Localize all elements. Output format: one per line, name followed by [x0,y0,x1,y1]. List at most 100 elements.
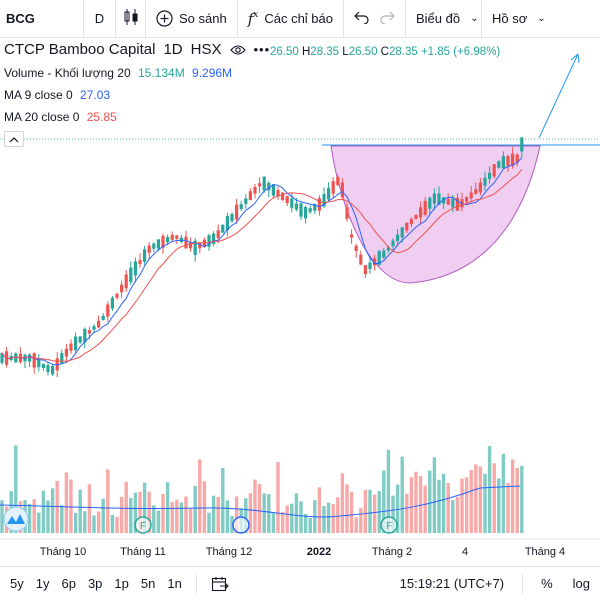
interval-button[interactable]: D [84,0,116,38]
volume-bar [119,496,124,533]
volume-bar [290,503,294,533]
volume-bar [446,483,450,533]
range-1m-button[interactable]: 1p [114,576,129,591]
calendar-goto-icon[interactable] [205,576,235,592]
candle-body [363,265,367,275]
tradingview-logo-icon[interactable] [3,506,29,532]
low-label: L [342,46,349,58]
bottom-toolbar: 5y 1y 6p 3p 1p 5n 1n 15:19:21 (UTC+7) % … [0,566,600,600]
time-label: 2022 [306,546,332,558]
volume-bar [391,495,395,533]
candle-body [129,267,133,283]
candle-body [350,234,354,238]
chart-type-button[interactable] [116,0,146,38]
ma20-legend[interactable]: MA 20 close 0 25.85 [4,110,117,124]
event-marker [232,516,250,534]
volume-ma-value: 9.296M [192,66,233,80]
volume-bar [147,491,151,533]
layout-dropdown[interactable]: Biểu đồ ⌄ [406,0,482,38]
candle-body [83,328,87,343]
volume-bar [386,449,391,533]
change-value: +1.85 (+6.98%) [420,46,501,58]
time-label: Tháng 11 [120,546,166,558]
candle-body [465,197,469,202]
volume-legend[interactable]: Volume - Khối lượng 20 15.134M 9.296M [4,66,232,80]
candle-body [51,366,55,375]
clock-timezone[interactable]: 15:19:21 (UTC+7) [399,576,505,591]
volume-bar [211,495,216,533]
volume-bar [193,485,197,533]
undo-icon[interactable] [354,10,370,27]
candle-body [501,156,505,169]
range-3m-button[interactable]: 3p [87,576,103,591]
time-label: Tháng 10 [39,546,87,558]
candle-body [193,240,197,256]
candle-body [423,200,427,215]
volume-bar [271,513,276,533]
eye-icon[interactable] [229,44,246,56]
range-5y-button[interactable]: 5y [10,576,24,591]
candles-icon [123,8,139,29]
volume-label: Volume - Khối lượng 20 [4,66,131,80]
volume-bar [359,507,363,533]
volume-bar [37,512,41,533]
candle-body [143,249,147,262]
candle-body [437,193,441,205]
candle-body [28,354,32,362]
volume-bar [483,473,487,533]
volume-bar [515,468,519,533]
template-dropdown[interactable]: Hồ sơ ⌄ [482,0,556,38]
volume-bar [474,464,478,533]
time-label: 4 [461,546,469,558]
candle-body [69,343,73,351]
ma9-legend[interactable]: MA 9 close 0 27.03 [4,88,110,102]
candle-body [409,219,413,225]
candle-body [166,236,170,243]
candle-body [55,358,59,371]
candle-body [225,216,229,231]
candle-body [124,274,128,289]
log-scale-toggle[interactable]: log [572,576,590,591]
percent-scale-toggle[interactable]: % [541,576,553,591]
volume-bar [253,479,257,533]
interval-label: D [94,11,105,26]
more-options-icon[interactable]: ••• [253,42,271,57]
compare-button[interactable]: So sánh [146,0,238,38]
candle-body [87,330,91,334]
candle-body [299,203,303,217]
event-marker-label: F [386,521,392,532]
redo-icon[interactable] [379,10,395,27]
range-6m-button[interactable]: 6p [61,576,76,591]
volume-bar [478,466,483,533]
symbol-search-button[interactable]: BCG [0,0,84,38]
candle-body [469,192,473,199]
candle-body [276,190,280,197]
volume-bar [349,491,354,533]
candle-body [60,353,64,364]
volume-bar [129,498,133,533]
candle-body [156,239,160,249]
range-5d-button[interactable]: 5n [140,576,156,591]
volume-bar [165,482,170,533]
range-1y-button[interactable]: 1y [35,576,50,591]
candle-body [391,240,395,247]
candle-body [304,206,308,219]
volume-bar [510,459,515,533]
candle-body [377,251,381,265]
volume-bar [142,482,147,533]
volume-bar [501,453,506,533]
time-axis[interactable]: Tháng 10 Tháng 11 Tháng 12 2022 Tháng 2 … [0,540,600,564]
candle-body [262,176,266,191]
volume-bar [14,445,18,533]
candle-body [432,193,436,204]
volume-bar [418,476,423,533]
range-1d-button[interactable]: 1n [167,576,182,591]
collapse-legend-button[interactable] [4,131,24,147]
candle-body [152,243,156,249]
candle-body [97,320,101,328]
volume-bar [451,500,455,533]
volume-bar [92,515,96,533]
